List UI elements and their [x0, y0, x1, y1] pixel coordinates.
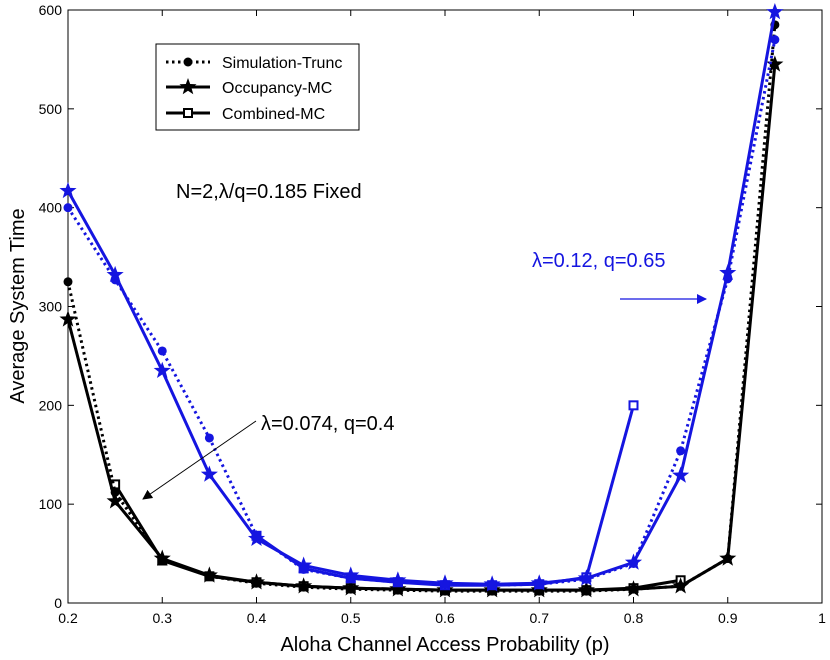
data-point-simulation-trunc-black	[629, 584, 638, 594]
data-point-occupancy-mc-blue	[672, 466, 690, 483]
data-point-occupancy-mc-blue	[295, 556, 313, 573]
data-point-simulation-trunc-blue	[252, 531, 261, 541]
data-point-simulation-trunc-black	[723, 554, 733, 564]
data-point-simulation-trunc-blue	[676, 446, 686, 456]
data-point-simulation-trunc-black	[393, 585, 403, 595]
y-tick-label: 200	[39, 397, 63, 413]
annotation-blue-curves: λ=0.12, q=0.65	[532, 250, 665, 272]
data-point-simulation-trunc-black	[581, 586, 591, 596]
data-point-combined-mc-blue	[628, 400, 639, 411]
x-axis-label: Aloha Channel Access Probability (p)	[280, 634, 609, 656]
legend-entry-occupancy-mc: Occupancy-MC	[222, 80, 332, 97]
annotation-black-curves: λ=0.074, q=0.4	[261, 413, 394, 435]
data-point-simulation-trunc-black	[204, 571, 214, 581]
annotation-fixed-params: N=2,λ/q=0.185 Fixed	[176, 181, 362, 203]
y-axis-label: Average System Time	[7, 208, 29, 403]
x-tick-label: 0.6	[435, 610, 455, 626]
data-point-simulation-trunc-blue	[346, 573, 356, 583]
data-point-simulation-trunc-blue	[299, 564, 309, 574]
x-tick-label: 0.9	[718, 610, 738, 626]
data-point-simulation-trunc-black	[252, 578, 261, 588]
data-point-simulation-trunc-blue	[487, 580, 497, 590]
data-point-simulation-trunc-black	[346, 584, 356, 594]
x-tick-label: 0.4	[247, 610, 267, 626]
series-simulation-trunc-blue	[63, 35, 780, 590]
data-point-occupancy-mc-black	[766, 55, 784, 72]
data-point-simulation-trunc-blue	[629, 558, 638, 568]
series-line-occupancy-mc-blue	[66, 11, 777, 586]
data-point-occupancy-mc-black	[59, 310, 77, 327]
series-line-occupancy-mc-black	[66, 64, 777, 592]
data-point-simulation-trunc-blue	[204, 433, 214, 443]
x-tick-label: 1	[818, 610, 826, 626]
data-point-simulation-trunc-blue	[534, 579, 544, 589]
x-tick-label: 0.5	[341, 610, 361, 626]
data-point-simulation-trunc-blue	[157, 346, 167, 356]
data-point-simulation-trunc-blue	[581, 574, 591, 584]
legend: Simulation-Trunc Occupancy-MC Combined-M…	[155, 43, 360, 131]
legend-marker-simulation-trunc	[183, 57, 193, 67]
series-layer	[59, 2, 784, 598]
x-tick-label: 0.3	[153, 610, 173, 626]
data-point-occupancy-mc-blue	[766, 2, 784, 20]
data-point-simulation-trunc-blue	[393, 577, 403, 587]
x-tick-label: 0.8	[624, 610, 644, 626]
data-point-occupancy-mc-blue	[106, 265, 124, 283]
data-point-simulation-trunc-blue	[770, 35, 780, 45]
y-tick-label: 600	[39, 2, 63, 18]
legend-marker-occupancy-mc	[179, 78, 197, 95]
legend-entry-simulation-trunc: Simulation-Trunc	[222, 55, 342, 72]
y-tick-label: 100	[39, 496, 63, 512]
legend-entry-combined-mc: Combined-MC	[222, 106, 325, 123]
data-point-simulation-trunc-black	[157, 555, 167, 565]
data-point-occupancy-mc-blue	[719, 263, 737, 281]
y-tick-label: 400	[39, 200, 63, 216]
data-point-occupancy-mc-blue	[200, 465, 218, 482]
axis-ticks: 0.2 0.3 0.4 0.5 0.6 0.7 0.8 0.9 1 0 100 200 300 400 50…	[39, 2, 826, 626]
legend-samples	[166, 57, 210, 118]
data-point-occupancy-mc-black	[106, 492, 124, 509]
annotation-arrow-black	[142, 420, 257, 500]
x-tick-label: 0.7	[530, 610, 550, 626]
y-tick-label: 0	[54, 595, 62, 611]
data-point-simulation-trunc-blue	[63, 203, 73, 213]
data-point-simulation-trunc-black	[63, 277, 73, 287]
y-tick-label: 300	[39, 299, 63, 315]
data-point-simulation-trunc-black	[299, 582, 309, 592]
x-tick-label: 0.2	[58, 610, 78, 626]
data-point-simulation-trunc-blue	[723, 274, 733, 284]
data-point-simulation-trunc-blue	[440, 579, 450, 589]
data-point-simulation-trunc-blue	[110, 275, 120, 285]
data-point-occupancy-mc-blue	[59, 181, 77, 199]
data-point-occupancy-mc-blue	[153, 361, 171, 379]
data-point-simulation-trunc-black	[676, 581, 686, 591]
y-tick-label: 500	[39, 101, 63, 117]
data-point-simulation-trunc-black	[110, 487, 120, 497]
legend-marker-combined-mc	[183, 108, 193, 118]
